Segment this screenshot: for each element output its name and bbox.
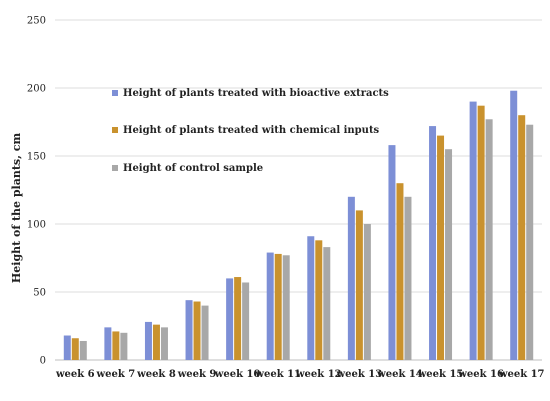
y-tick-label: 150: [27, 152, 46, 163]
bar: [355, 210, 363, 360]
bar: [71, 338, 79, 360]
bar: [152, 324, 160, 360]
legend-entry: Height of control sample: [123, 163, 263, 174]
bar: [518, 115, 526, 360]
bar: [469, 101, 477, 360]
x-category-label: week 13: [336, 369, 383, 380]
bar: [445, 149, 453, 360]
bar: [388, 145, 396, 360]
x-category-label: week 10: [214, 369, 261, 380]
legend-entry: Height of plants treated with chemical i…: [123, 125, 380, 136]
bar: [307, 236, 315, 360]
bar: [510, 90, 518, 360]
legend-swatch: [112, 127, 118, 133]
bar: [79, 340, 87, 360]
bar: [234, 277, 242, 360]
x-category-label: week 16: [457, 369, 504, 380]
y-tick-label: 250: [27, 16, 46, 27]
bar: [363, 224, 371, 360]
bar: [274, 253, 282, 360]
bar: [185, 300, 193, 360]
bar: [226, 278, 234, 360]
bar: [315, 240, 323, 360]
bar: [201, 305, 209, 360]
bar: [120, 332, 128, 360]
bar: [112, 331, 120, 360]
x-category-label: week 14: [376, 369, 423, 380]
y-tick-labels: 0 50 100 150 200 250: [27, 16, 46, 367]
bar: [144, 321, 152, 360]
bar: [404, 196, 412, 360]
bar: [526, 124, 534, 360]
bar: [485, 119, 493, 360]
bar: [429, 126, 437, 360]
bar: [347, 196, 355, 360]
bar: [477, 105, 485, 361]
x-category-label: week 6: [55, 369, 95, 380]
bar: [266, 252, 274, 360]
bar: [104, 327, 112, 360]
bar: [437, 135, 445, 360]
x-category-label: week 17: [498, 369, 545, 380]
y-tick-label: 200: [27, 84, 46, 95]
x-category-label: week 9: [177, 369, 217, 380]
bar: [323, 247, 331, 360]
y-tick-label: 100: [27, 220, 46, 231]
x-category-label: week 8: [136, 369, 176, 380]
bar: [242, 282, 250, 360]
legend-swatch: [112, 165, 118, 171]
y-tick-label: 0: [40, 356, 46, 367]
x-category-label: week 7: [96, 369, 136, 380]
legend-swatch: [112, 90, 118, 96]
bar: [282, 255, 290, 360]
legend: Height of plants treated with bioactive …: [112, 88, 389, 174]
y-tick-label: 50: [33, 288, 46, 299]
x-category-label: week 15: [417, 369, 464, 380]
x-category-label: week 12: [295, 369, 342, 380]
bar: [63, 335, 71, 360]
bar: [193, 301, 201, 360]
bar: [160, 327, 168, 360]
bar: [396, 183, 404, 360]
x-category-label: week 11: [254, 369, 301, 380]
bars: [63, 90, 534, 361]
legend-entry: Height of plants treated with bioactive …: [123, 88, 389, 99]
y-axis-title: Height of the plants, cm: [10, 133, 23, 284]
gridlines: [55, 19, 542, 361]
